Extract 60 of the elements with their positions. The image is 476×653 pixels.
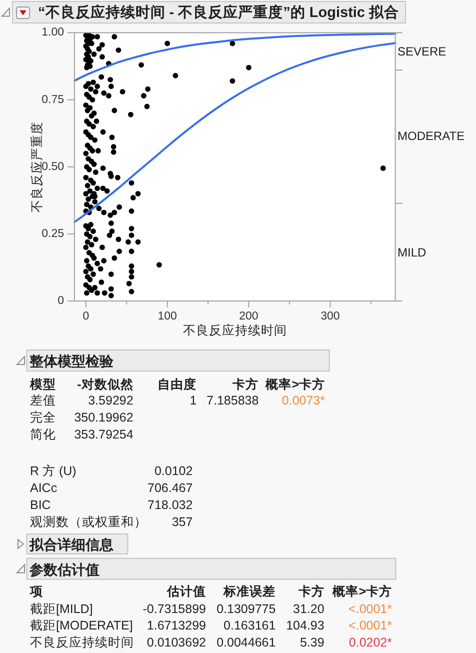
text: 0.163161 [224,618,276,633]
y-tick-label: 0.25 [42,228,64,240]
text: BIC [30,498,51,512]
text: 卡方 [232,376,259,392]
x-tick-label: 200 [239,310,258,323]
text: 7.185838 [206,394,259,408]
title: 拟合详细信息 [30,536,114,552]
text: 0.0102 [154,464,193,478]
text: -0.7315899 [142,602,206,616]
text: 简化 [30,428,56,442]
text: 0.0202* [348,635,392,650]
text: AICc [30,481,58,495]
text: 自由度 [158,376,197,392]
y-tick-label: 0 [58,295,64,307]
text: 350.19962 [74,410,134,425]
text: R 方 (U) [30,463,76,478]
y-tick-label: 0.75 [42,94,64,106]
text: 104.93 [286,618,324,633]
annotation: MILD [398,246,426,260]
text: 截距[MILD] [30,602,93,616]
text: 718.032 [148,498,193,512]
y-tick-label: 0.50 [42,160,64,173]
title: 整体模型检验 [30,353,114,369]
text: 观测数（或权重和） [30,515,147,529]
text: <.0001* [348,602,392,616]
text: 项 [29,584,44,599]
text: 0.0073* [282,394,326,408]
text: <.0001* [348,618,392,633]
text: 5.39 [300,635,324,650]
annotation: SEVERE [398,44,446,59]
text: 概率>卡方 [264,376,325,392]
text: -对数似然 [77,377,134,392]
x-tick-label: 100 [158,310,177,323]
text: 概率>卡方 [332,584,392,599]
text: 不良反应持续时间 [30,634,134,650]
xlabel: 不良反应持续时间 [182,324,287,338]
x-tick-label: 300 [320,310,340,323]
text: 357 [172,515,193,529]
text: 31.20 [293,602,324,616]
text: 差值 [30,394,56,408]
title: 参数估计值 [30,561,100,578]
ylabel: 不良反应严重度 [30,121,44,212]
annotation: MODERATE [398,129,465,143]
text: 卡方 [297,584,324,599]
text: 估计值 [166,584,206,599]
text: 3.59292 [88,394,134,408]
text: 353.79254 [74,428,134,442]
text: 0.1309775 [216,602,276,616]
text: 1.6713299 [146,618,206,633]
text: 完全 [30,410,56,425]
text: 706.467 [148,481,193,495]
text: 0.0103692 [146,635,206,650]
x-tick-label: 0 [82,310,90,323]
text: 0.0044661 [216,635,276,650]
text: 标准误差 [222,584,276,599]
text: 模型 [29,377,56,392]
y-tick-label: 1.00 [42,26,64,39]
title: “不良反应持续时间 - 不良反应严重度”的 Logistic 拟合 [38,4,400,21]
text: 截距[MODERATE] [30,618,133,633]
text: 1 [190,394,197,408]
